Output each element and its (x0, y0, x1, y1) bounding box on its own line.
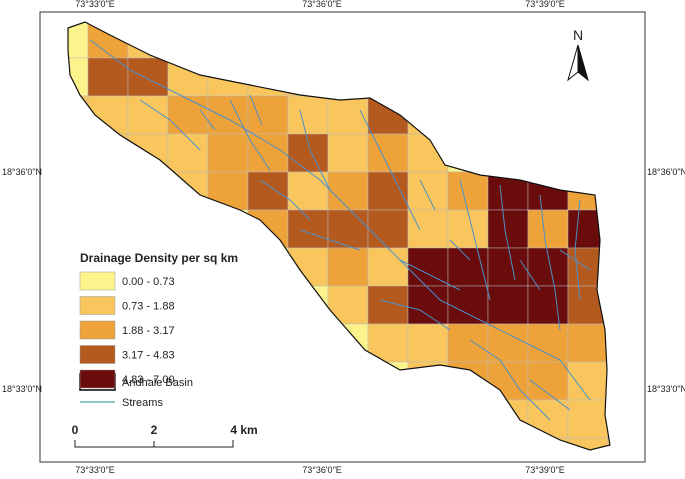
legend-swatch (79, 320, 116, 340)
legend-label: 0.00 - 0.73 (122, 276, 175, 288)
grid-cell (567, 323, 609, 363)
scale-line (74, 440, 234, 448)
grid-cell (527, 285, 569, 325)
grid-cell (327, 171, 369, 211)
grid-cell (287, 171, 329, 211)
grid-cell (447, 323, 489, 363)
legend-label: Andhale Basin (122, 377, 193, 389)
grid-cell (327, 247, 369, 287)
grid-cell (567, 399, 609, 439)
grid-cell (407, 323, 449, 363)
scale-label: 2 (151, 423, 158, 437)
legend-label: 4.83 - 7.00 (122, 374, 175, 386)
coord-label: 73°33'0"E (75, 0, 115, 9)
grid-cell (527, 323, 569, 363)
grid-cell (327, 133, 369, 173)
arrow-half (577, 44, 589, 82)
coord-label: 73°33'0"E (75, 465, 115, 475)
grid-cell (207, 133, 249, 173)
grid-cell (447, 209, 489, 249)
grid-cell (367, 171, 409, 211)
coord-label: 73°39'0"E (525, 465, 565, 475)
legend-title: Drainage Density per sq km (80, 251, 238, 265)
legend-swatch (79, 369, 116, 389)
grid-cell (247, 133, 289, 173)
coord-label: 18°36'0"N (2, 167, 42, 177)
grid-cell (127, 95, 169, 135)
grid-cell (367, 247, 409, 287)
grid-cell (287, 95, 329, 135)
legend-swatch (79, 271, 116, 291)
grid-cell (207, 95, 249, 135)
legend-swatch (79, 296, 116, 315)
grid-cell (127, 57, 169, 97)
grid-cell (447, 285, 489, 325)
legend-label: Streams (122, 397, 163, 409)
legend-label: 1.88 - 3.17 (122, 325, 175, 337)
grid-cell (527, 209, 569, 249)
coord-label: 18°33'0"N (647, 384, 685, 394)
legend-swatch (79, 345, 116, 364)
legend: Drainage Density per sq km Andhale Basin… (79, 251, 238, 409)
coord-label: 73°39'0"E (525, 0, 565, 9)
legend-label: 3.17 - 4.83 (122, 350, 175, 362)
grid-cell (567, 361, 609, 401)
scale-bar: 0 2 4 km (72, 423, 258, 448)
scale-label: 0 (72, 423, 79, 437)
grid-cell (487, 247, 529, 287)
grid-cell (487, 323, 529, 363)
basin-outline (67, 21, 611, 451)
coord-label: 73°36'0"E (302, 0, 342, 9)
scale-label: 4 km (230, 423, 257, 437)
legend-label: 0.73 - 1.88 (122, 301, 175, 313)
grid-cell (247, 95, 289, 135)
grid-cell (287, 209, 329, 249)
grid-cell (167, 95, 209, 135)
grid-cell (287, 133, 329, 173)
grid-cell (87, 57, 129, 97)
coord-label: 18°36'0"N (647, 167, 685, 177)
grid-cell (407, 285, 449, 325)
north-label: N (573, 27, 583, 43)
streams (89, 39, 591, 421)
grid-cell (527, 361, 569, 401)
grid-cell (247, 171, 289, 211)
coord-label: 73°36'0"E (302, 465, 342, 475)
coord-label: 18°33'0"N (2, 384, 42, 394)
north-arrow: N (567, 27, 589, 82)
grid-cell (407, 209, 449, 249)
grid-cell (167, 133, 209, 173)
grid-cell (367, 209, 409, 249)
grid-cell (407, 171, 449, 211)
grid-cell (447, 171, 489, 211)
grid-cell (607, 437, 610, 450)
grid-cell (327, 209, 369, 249)
grid-cell (487, 285, 529, 325)
grid-cell (487, 209, 529, 249)
